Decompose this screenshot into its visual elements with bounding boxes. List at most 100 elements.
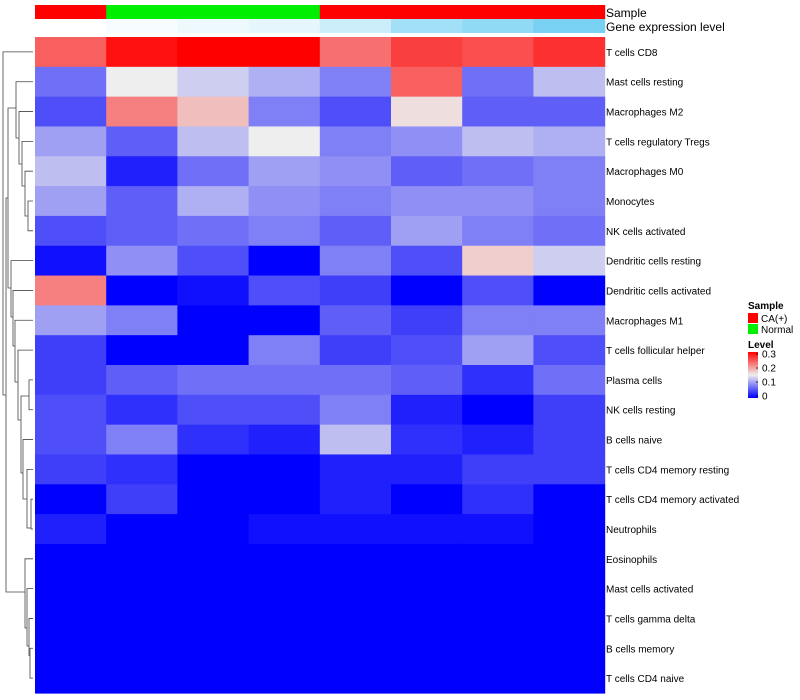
heatmap-cell bbox=[35, 514, 107, 545]
dendrogram-branch bbox=[15, 81, 33, 139]
heatmap-cell bbox=[35, 305, 107, 336]
dendrogram-branch bbox=[21, 140, 33, 187]
heatmap-cells bbox=[35, 37, 606, 694]
row-label: Macrophages M0 bbox=[606, 167, 684, 178]
heatmap-cell bbox=[248, 126, 321, 157]
heatmap-cell bbox=[462, 245, 534, 277]
heatmap-cell bbox=[462, 96, 534, 128]
legend-label-normal: Normal bbox=[761, 325, 793, 336]
heatmap-cell bbox=[319, 543, 392, 575]
level-tick-label: 0 bbox=[762, 392, 768, 403]
heatmap-cell bbox=[177, 514, 250, 545]
heatmap-cell bbox=[177, 156, 250, 187]
dendrogram-branch bbox=[22, 439, 33, 500]
heatmap-cell bbox=[533, 663, 606, 694]
heatmap-cell bbox=[391, 156, 463, 187]
heatmap-cell bbox=[248, 514, 321, 545]
heatmap-cell bbox=[35, 66, 107, 98]
row-labels: T cells CD8 Mast cells resting Macrophages… bbox=[606, 48, 739, 685]
dendrogram-branch bbox=[29, 647, 33, 679]
gene-expression-annotation-cell bbox=[391, 19, 463, 33]
heatmap-cell bbox=[533, 603, 606, 634]
heatmap-cell bbox=[35, 275, 107, 306]
heatmap-cell bbox=[106, 156, 178, 187]
heatmap-cell bbox=[462, 633, 534, 664]
heatmap-cell bbox=[319, 335, 392, 366]
row-dendrogram bbox=[2, 51, 33, 679]
heatmap-cell bbox=[248, 543, 321, 575]
heatmap-cell bbox=[106, 305, 178, 336]
heatmap-cell bbox=[177, 424, 250, 456]
row-label: T cells CD4 memory resting bbox=[606, 465, 729, 476]
heatmap-cell bbox=[391, 454, 463, 485]
heatmap-cell bbox=[177, 603, 250, 634]
heatmap-cell bbox=[177, 484, 250, 515]
heatmap-cell bbox=[35, 603, 107, 634]
heatmap-cell bbox=[319, 603, 392, 634]
heatmap-cell bbox=[248, 245, 321, 277]
heatmap-cell bbox=[462, 335, 534, 366]
heatmap-cell bbox=[177, 663, 250, 694]
heatmap-cell bbox=[319, 514, 392, 545]
heatmap-cell bbox=[391, 424, 463, 456]
gene-expression-annotation-cell bbox=[106, 19, 178, 33]
heatmap-cell bbox=[391, 514, 463, 545]
dendrogram-branch bbox=[24, 170, 33, 217]
heatmap-cell bbox=[35, 335, 107, 366]
heatmap-cell bbox=[248, 215, 321, 247]
heatmap-cell bbox=[533, 394, 606, 426]
heatmap-cell bbox=[391, 245, 463, 277]
heatmap-cell bbox=[35, 365, 107, 396]
heatmap-cell bbox=[177, 66, 250, 98]
heatmap-cell bbox=[533, 454, 606, 485]
heatmap-cell bbox=[106, 335, 178, 366]
row-label: Mast cells resting bbox=[606, 78, 683, 89]
row-label: Eosinophils bbox=[606, 555, 657, 566]
heatmap-cell bbox=[35, 394, 107, 426]
level-tick-label: 0.1 bbox=[762, 378, 776, 389]
row-label: Macrophages M2 bbox=[606, 108, 684, 119]
gene-expression-annotation-cell bbox=[319, 19, 392, 33]
heatmap-cell bbox=[106, 186, 178, 217]
heatmap-cell bbox=[106, 126, 178, 157]
heatmap-cell bbox=[462, 126, 534, 157]
heatmap-cell bbox=[533, 305, 606, 336]
heatmap-cell bbox=[462, 543, 534, 575]
legend-level-title: Level bbox=[748, 340, 774, 351]
sample-annotation-cell bbox=[106, 5, 178, 19]
level-tick-label: 0.2 bbox=[762, 364, 776, 375]
legend-level-ticks: 0.3 0.2 0.1 0 bbox=[756, 350, 776, 403]
sample-annotation-cell bbox=[391, 5, 463, 19]
heatmap-cell bbox=[106, 484, 178, 515]
dendrogram-branch bbox=[26, 588, 33, 647]
heatmap-cell bbox=[319, 305, 392, 336]
heatmap-cell bbox=[319, 96, 392, 128]
heatmap-cell bbox=[391, 394, 463, 426]
heatmap-cell bbox=[177, 573, 250, 605]
row-label: NK cells resting bbox=[606, 406, 675, 417]
heatmap-cell bbox=[106, 275, 178, 306]
heatmap-cell bbox=[177, 215, 250, 247]
heatmap-cell bbox=[35, 454, 107, 485]
heatmap-cell bbox=[462, 275, 534, 306]
heatmap-cell bbox=[177, 394, 250, 426]
dendrogram-branch bbox=[5, 197, 25, 593]
heatmap-cell bbox=[391, 543, 463, 575]
dendrogram-branch bbox=[26, 468, 33, 529]
heatmap-cell bbox=[462, 156, 534, 187]
heatmap-cell bbox=[177, 96, 250, 128]
heatmap-cell bbox=[35, 543, 107, 575]
heatmap-cell bbox=[533, 424, 606, 456]
heatmap-cell bbox=[106, 424, 178, 456]
heatmap-cell bbox=[391, 186, 463, 217]
heatmap-cell bbox=[533, 484, 606, 515]
heatmap-cell bbox=[35, 484, 107, 515]
row-label: Macrophages M1 bbox=[606, 316, 684, 327]
heatmap-cell bbox=[177, 186, 250, 217]
heatmap-cell bbox=[35, 245, 107, 277]
heatmap-cell bbox=[462, 186, 534, 217]
heatmap-cell bbox=[533, 543, 606, 575]
heatmap-cell bbox=[319, 66, 392, 98]
heatmap-cell bbox=[319, 633, 392, 664]
